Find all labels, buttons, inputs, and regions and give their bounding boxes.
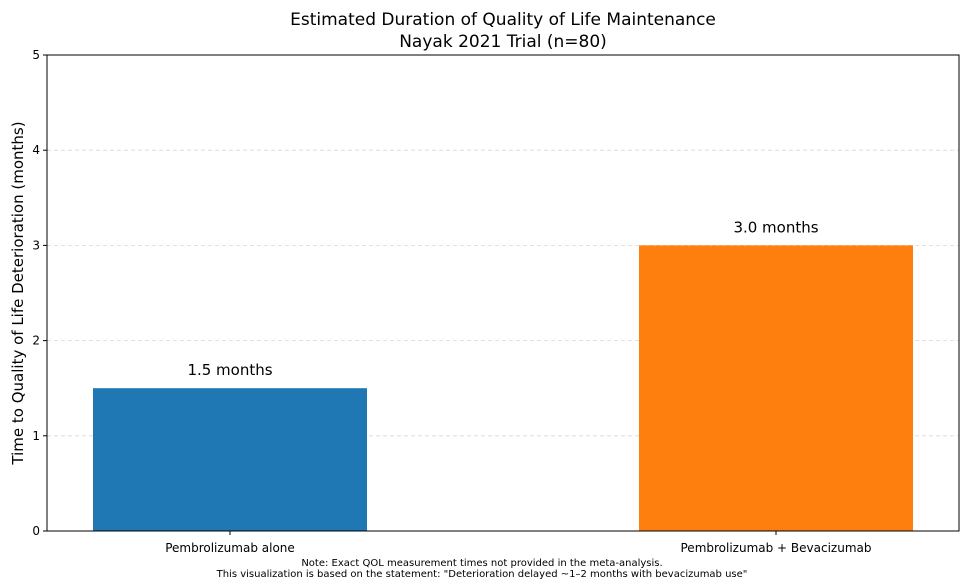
bars: [93, 245, 913, 531]
chart-subtitle: Nayak 2021 Trial (n=80): [399, 32, 607, 52]
data-labels: 1.5 months 3.0 months: [187, 218, 818, 379]
y-tick-label: 4: [32, 143, 40, 157]
note-line-1: Note: Exact QOL measurement times not pr…: [301, 558, 662, 569]
y-tick-label: 2: [32, 334, 40, 348]
data-label: 3.0 months: [733, 218, 818, 236]
chart-title: Estimated Duration of Quality of Life Ma…: [290, 10, 716, 30]
data-label: 1.5 months: [187, 361, 272, 379]
y-tick-label: 5: [32, 48, 40, 62]
bar: [93, 388, 367, 531]
y-tick-label: 0: [32, 524, 40, 538]
y-tick-label: 3: [32, 238, 40, 252]
plot-frame: [46, 54, 960, 532]
bar: [639, 245, 913, 531]
x-tick-label: Pembrolizumab + Bevacizumab: [681, 541, 872, 555]
y-tick-label: 1: [32, 429, 40, 443]
y-axis-label: Time to Quality of Life Deterioration (m…: [9, 121, 27, 465]
x-tick-label: Pembrolizumab alone: [165, 541, 295, 555]
y-axis: 0 1 2 3 4 5: [32, 48, 47, 538]
x-axis: Pembrolizumab alone Pembrolizumab + Bevac…: [165, 531, 872, 555]
note-line-2: This visualization is based on the state…: [216, 569, 748, 580]
